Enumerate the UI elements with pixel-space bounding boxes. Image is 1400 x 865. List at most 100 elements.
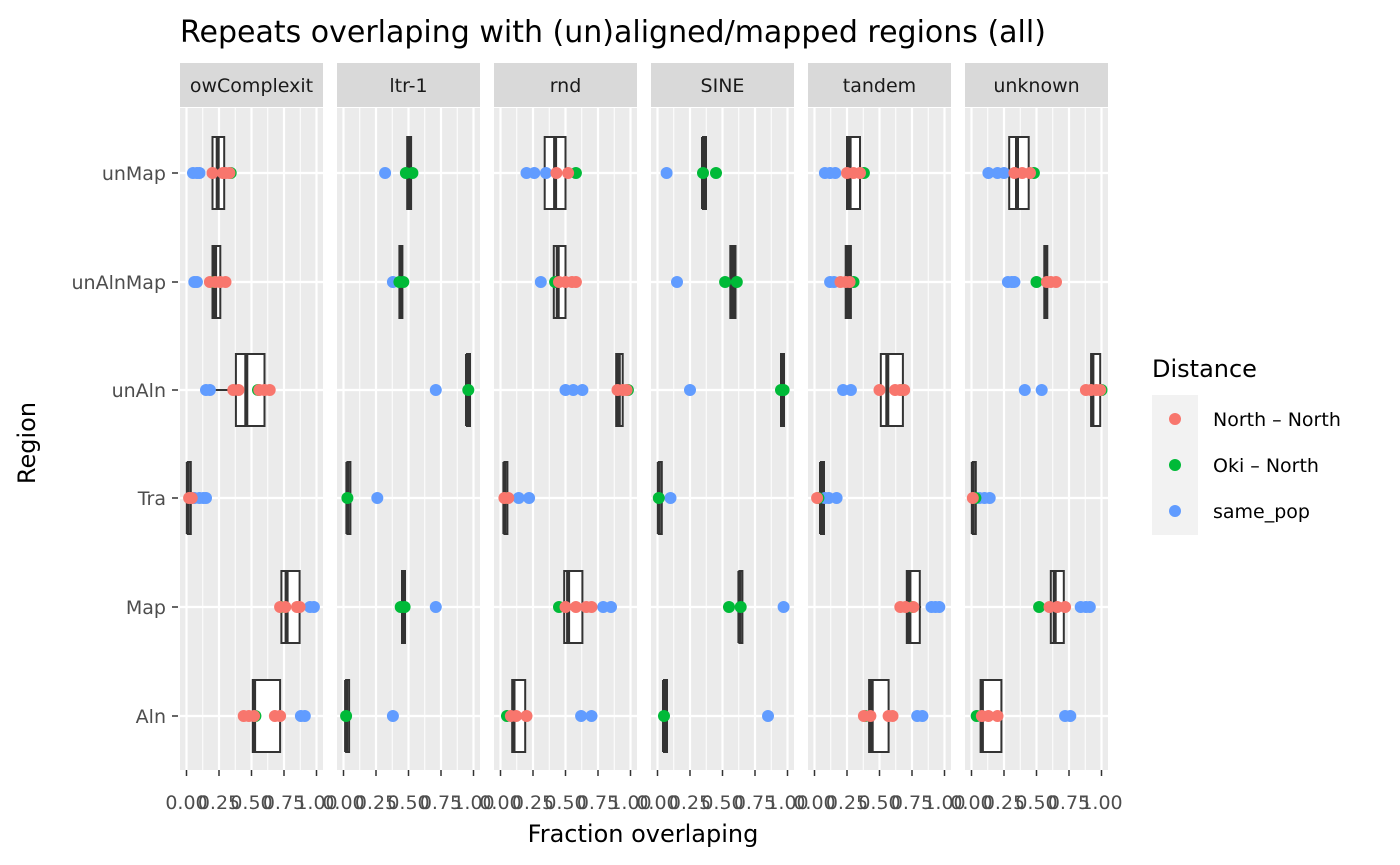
data-point xyxy=(232,384,245,396)
data-point xyxy=(843,276,856,288)
data-point xyxy=(982,710,995,722)
data-point xyxy=(569,601,582,613)
data-point xyxy=(762,710,774,722)
data-point xyxy=(898,384,911,396)
y-tick-label: unAlnMap xyxy=(72,272,167,294)
data-point xyxy=(1083,601,1096,613)
data-point xyxy=(462,384,475,396)
data-point xyxy=(371,492,384,504)
data-point xyxy=(550,167,563,179)
data-point xyxy=(854,167,866,179)
legend-title: Distance xyxy=(1152,355,1257,383)
data-point xyxy=(559,601,572,613)
facet-owComplexit: owComplexit 0.000.250.500.751.00 xyxy=(165,63,338,814)
data-point xyxy=(983,492,996,504)
data-point xyxy=(1024,167,1036,179)
data-point xyxy=(528,167,541,179)
data-point xyxy=(340,710,353,722)
x-tick-label: 0.50 xyxy=(1015,792,1057,814)
y-tick-label: unMap xyxy=(102,163,166,185)
data-point xyxy=(298,710,311,722)
data-point xyxy=(429,384,442,396)
facet-strip-label: owComplexit xyxy=(190,75,313,97)
data-point xyxy=(502,492,515,504)
x-tick-label: 0.25 xyxy=(198,792,240,814)
data-point xyxy=(730,276,743,288)
x-tick-label: 0.25 xyxy=(983,792,1025,814)
data-point xyxy=(991,710,1004,722)
facet-strip-label: ltr-1 xyxy=(389,75,427,97)
data-point xyxy=(406,167,419,179)
legend-key xyxy=(1169,413,1181,425)
data-point xyxy=(534,276,547,288)
data-point xyxy=(523,492,536,504)
data-point xyxy=(1030,276,1043,288)
legend-label: Oki – North xyxy=(1213,455,1319,477)
data-point xyxy=(697,167,709,179)
x-tick-label: 1.00 xyxy=(295,792,337,814)
x-tick-label: 1.00 xyxy=(609,792,651,814)
data-point xyxy=(576,384,589,396)
x-tick-label: 0.00 xyxy=(322,792,364,814)
data-point xyxy=(1064,710,1077,722)
data-point xyxy=(193,167,206,179)
x-tick-label: 0.00 xyxy=(165,792,207,814)
data-point xyxy=(723,601,735,613)
data-point xyxy=(219,276,232,288)
legend-label: same_pop xyxy=(1213,501,1310,523)
x-tick-label: 0.75 xyxy=(734,792,776,814)
data-point xyxy=(429,601,442,613)
data-point xyxy=(223,167,236,179)
data-point xyxy=(777,601,790,613)
facet-tandem: tandem 0.000.250.500.751.00 xyxy=(793,63,966,814)
data-point xyxy=(658,710,670,722)
data-point xyxy=(575,710,588,722)
facets: owComplexit0.000.250.500.751.00ltr-10.00… xyxy=(165,63,1123,814)
data-point xyxy=(907,601,920,613)
data-point xyxy=(206,167,219,179)
facet-strip xyxy=(494,63,637,107)
legend-key xyxy=(1169,505,1181,517)
data-point xyxy=(585,710,598,722)
data-point xyxy=(203,384,216,396)
data-point xyxy=(1018,384,1031,396)
data-point xyxy=(397,276,410,288)
facet-strip-label: SINE xyxy=(701,75,745,97)
x-tick-label: 0.75 xyxy=(263,792,305,814)
data-point xyxy=(248,710,261,722)
x-tick-label: 0.75 xyxy=(577,792,619,814)
facet-strip-label: rnd xyxy=(550,75,582,97)
data-point xyxy=(190,276,203,288)
data-point xyxy=(916,710,929,722)
data-point xyxy=(652,492,665,504)
y-axis-title: Region xyxy=(13,402,41,484)
legend-label: North – North xyxy=(1213,409,1341,431)
data-point xyxy=(811,492,824,504)
data-point xyxy=(1050,276,1062,288)
facet-strip xyxy=(180,63,323,107)
data-point xyxy=(844,384,857,396)
data-point xyxy=(664,492,677,504)
x-tick-label: 0.00 xyxy=(950,792,992,814)
facet-ltr-1: ltr-1 0.000.250.500.751.00 xyxy=(322,63,495,814)
data-point xyxy=(569,276,582,288)
chart-title: Repeats overlaping with (un)aligned/mapp… xyxy=(180,15,1046,50)
x-tick-label: 0.25 xyxy=(669,792,711,814)
x-tick-label: 1.00 xyxy=(766,792,808,814)
data-point xyxy=(512,492,525,504)
y-axis: unMap unAlnMap unAln Tra Map Aln xyxy=(72,163,178,728)
data-point xyxy=(200,492,212,504)
data-point xyxy=(829,167,842,179)
x-tick-label: 0.50 xyxy=(544,792,586,814)
x-tick-label: 0.75 xyxy=(420,792,462,814)
data-point xyxy=(777,384,790,396)
x-tick-label: 0.50 xyxy=(701,792,743,814)
data-point xyxy=(274,710,287,722)
data-point xyxy=(185,492,198,504)
data-point xyxy=(307,601,320,613)
data-point xyxy=(864,710,877,722)
data-point xyxy=(1059,601,1072,613)
data-point xyxy=(386,710,399,722)
data-point xyxy=(1033,601,1046,613)
